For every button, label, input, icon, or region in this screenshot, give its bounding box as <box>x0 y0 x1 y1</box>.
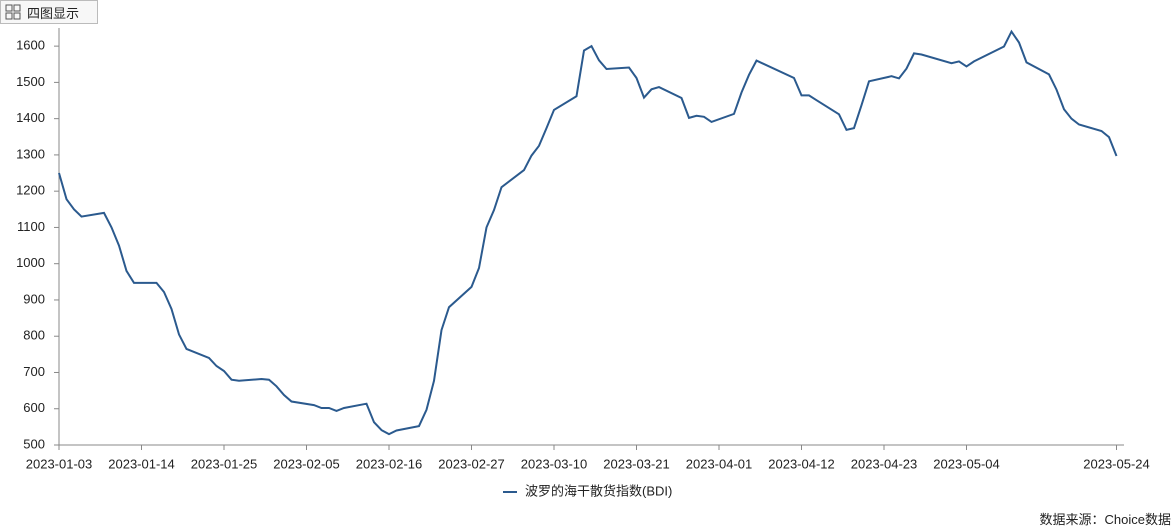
y-tick-label: 1200 <box>16 183 45 198</box>
y-tick-label: 1500 <box>16 74 45 89</box>
source-note: 数据来源：Choice数据 <box>1039 512 1171 527</box>
y-tick-label: 1100 <box>17 219 45 234</box>
x-tick-label: 2023-04-23 <box>851 456 918 471</box>
x-tick-label: 2023-01-14 <box>108 456 175 471</box>
legend-label: 波罗的海干散货指数(BDI) <box>525 483 672 498</box>
x-tick-label: 2023-02-05 <box>273 456 340 471</box>
y-tick-label: 600 <box>23 400 45 415</box>
y-tick-label: 500 <box>23 436 45 451</box>
y-tick-label: 900 <box>23 291 45 306</box>
x-tick-label: 2023-05-24 <box>1083 456 1150 471</box>
x-tick-label: 2023-04-12 <box>768 456 835 471</box>
y-tick-label: 1300 <box>16 146 45 161</box>
y-tick-label: 800 <box>23 328 45 343</box>
x-tick-label: 2023-01-03 <box>26 456 93 471</box>
series-line <box>58 29 1118 436</box>
x-tick-label: 2023-05-04 <box>933 456 1000 471</box>
x-tick-label: 2023-02-27 <box>438 456 505 471</box>
x-tick-label: 2023-04-01 <box>686 456 753 471</box>
y-tick-label: 1000 <box>16 255 45 270</box>
x-tick-label: 2023-03-21 <box>603 456 670 471</box>
x-tick-label: 2023-01-25 <box>191 456 258 471</box>
button-label: 四图显示 <box>27 5 80 21</box>
grid-icon <box>5 4 21 20</box>
four-chart-button[interactable]: 四图显示 <box>0 0 98 24</box>
y-tick-label: 1600 <box>16 38 45 53</box>
y-tick-label: 1400 <box>16 110 45 125</box>
x-tick-label: 2023-03-10 <box>521 456 588 471</box>
y-tick-label: 700 <box>23 364 45 379</box>
x-tick-label: 2023-02-16 <box>356 456 423 471</box>
